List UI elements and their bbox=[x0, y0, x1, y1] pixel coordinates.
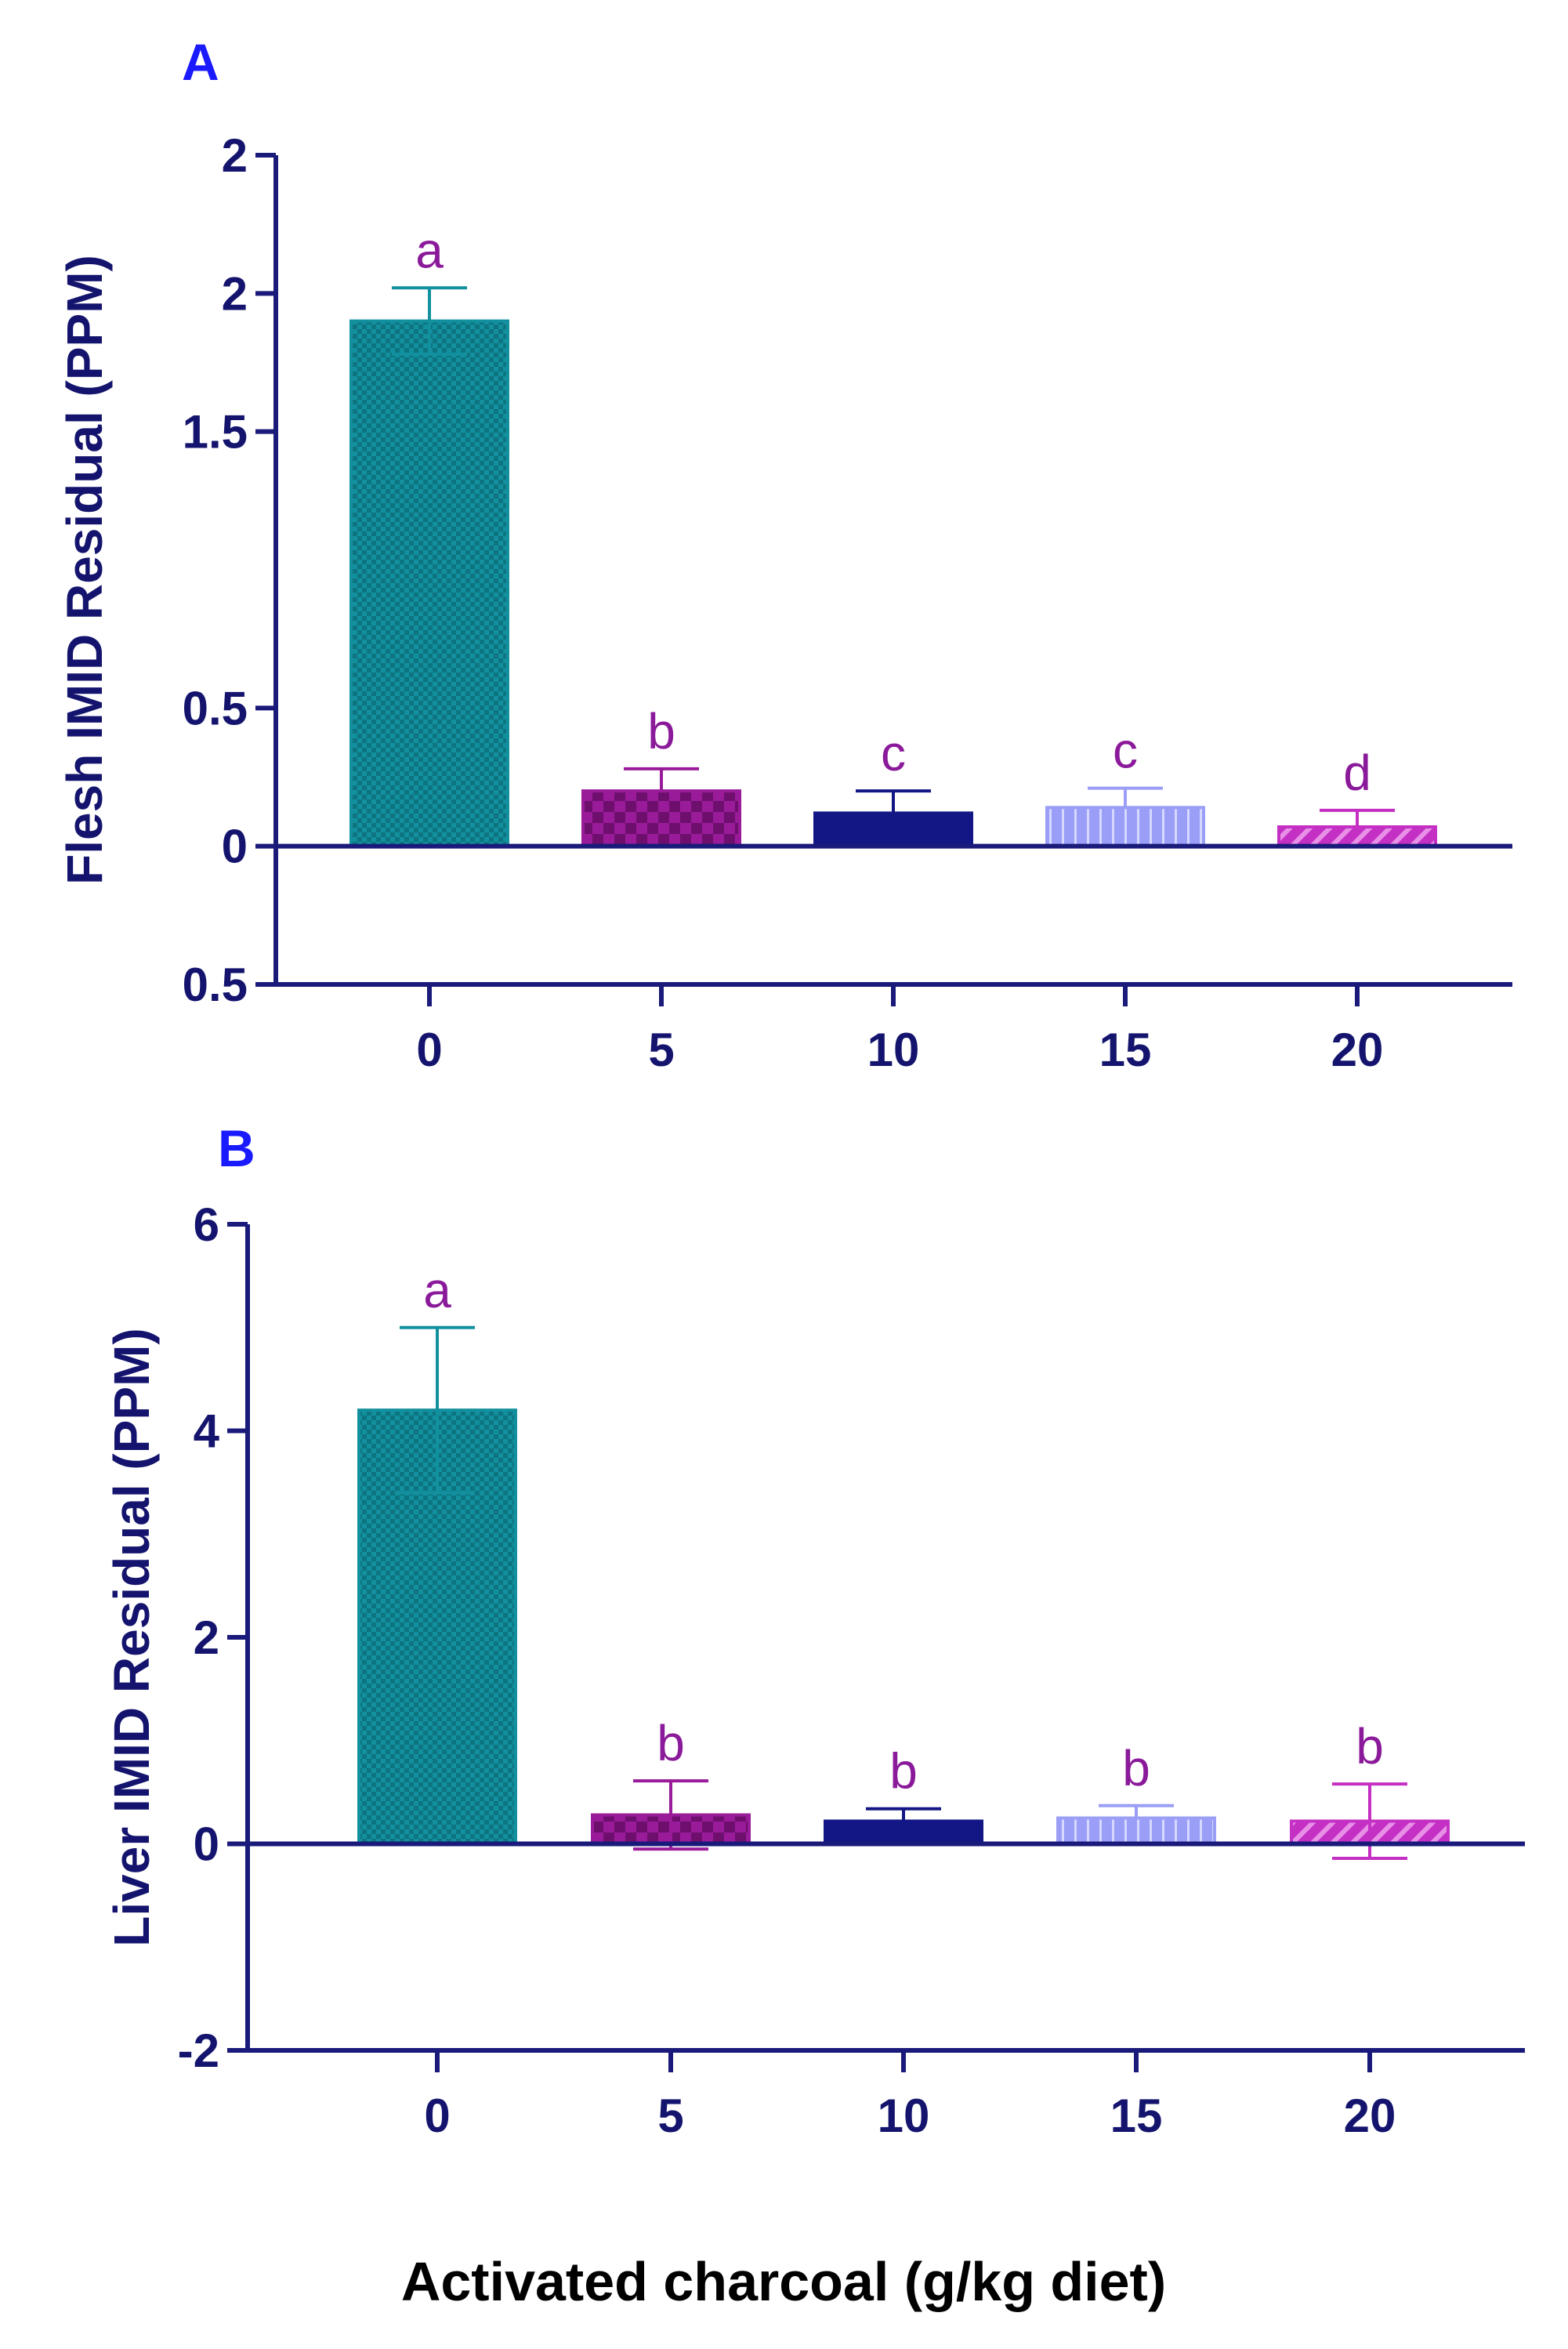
significance-letter: c bbox=[881, 725, 906, 781]
significance-letter: b bbox=[889, 1743, 918, 1800]
significance-letter: c bbox=[1113, 723, 1138, 779]
x-axis-title: Activated charcoal (g/kg diet) bbox=[401, 2251, 1166, 2312]
x-tick-label: 15 bbox=[1110, 2090, 1163, 2142]
y-tick-label: 0 bbox=[222, 821, 248, 873]
bar bbox=[1277, 825, 1437, 848]
bar bbox=[813, 811, 973, 848]
bar bbox=[581, 789, 741, 848]
significance-letter: b bbox=[1122, 1740, 1150, 1796]
x-tick-label: 5 bbox=[657, 2090, 683, 2142]
x-tick-label: 5 bbox=[648, 1024, 674, 1076]
x-tick-label: 0 bbox=[416, 1024, 442, 1076]
x-tick-label: 0 bbox=[424, 2090, 450, 2142]
y-tick-label: -2 bbox=[178, 2025, 219, 2077]
significance-letter: a bbox=[423, 1262, 451, 1318]
panel-b-letter: B bbox=[218, 1119, 255, 1177]
x-tick-label: 20 bbox=[1331, 1024, 1384, 1076]
y-axis-title: Liver IMID Residual (PPM) bbox=[103, 1328, 160, 1946]
bar bbox=[349, 319, 509, 848]
y-axis-title: Flesh IMID Residual (PPM) bbox=[56, 255, 113, 885]
y-tick-label: 4 bbox=[194, 1405, 220, 1458]
bar bbox=[824, 1819, 983, 1846]
y-tick-label: 0.5 bbox=[183, 959, 248, 1011]
bar bbox=[1045, 806, 1205, 848]
significance-letter: b bbox=[657, 1715, 685, 1771]
x-tick-label: 10 bbox=[867, 1024, 920, 1076]
y-tick-label: 6 bbox=[194, 1198, 219, 1251]
x-tick-label: 10 bbox=[878, 2090, 930, 2142]
significance-letter: a bbox=[415, 222, 444, 278]
significance-letter: d bbox=[1343, 745, 1371, 801]
x-tick-label: 20 bbox=[1344, 2090, 1396, 2142]
bar bbox=[1056, 1816, 1216, 1846]
significance-letter: b bbox=[647, 703, 675, 759]
y-tick-label: 0.5 bbox=[183, 682, 248, 734]
y-tick-label: 2 bbox=[222, 267, 248, 320]
y-tick-label: 1.5 bbox=[183, 406, 248, 459]
y-tick-label: 2 bbox=[222, 129, 248, 182]
x-tick-label: 15 bbox=[1099, 1024, 1152, 1076]
y-tick-label: 0 bbox=[194, 1818, 219, 1871]
panel-a-letter: A bbox=[182, 33, 219, 91]
y-tick-label: 2 bbox=[194, 1611, 219, 1664]
panel-a-chart: 2 2 1.5 0.5 0 0.5 Flesh IMID Residual (PPM) 0 5 1… bbox=[56, 129, 1512, 1076]
significance-letter: b bbox=[1356, 1718, 1384, 1774]
